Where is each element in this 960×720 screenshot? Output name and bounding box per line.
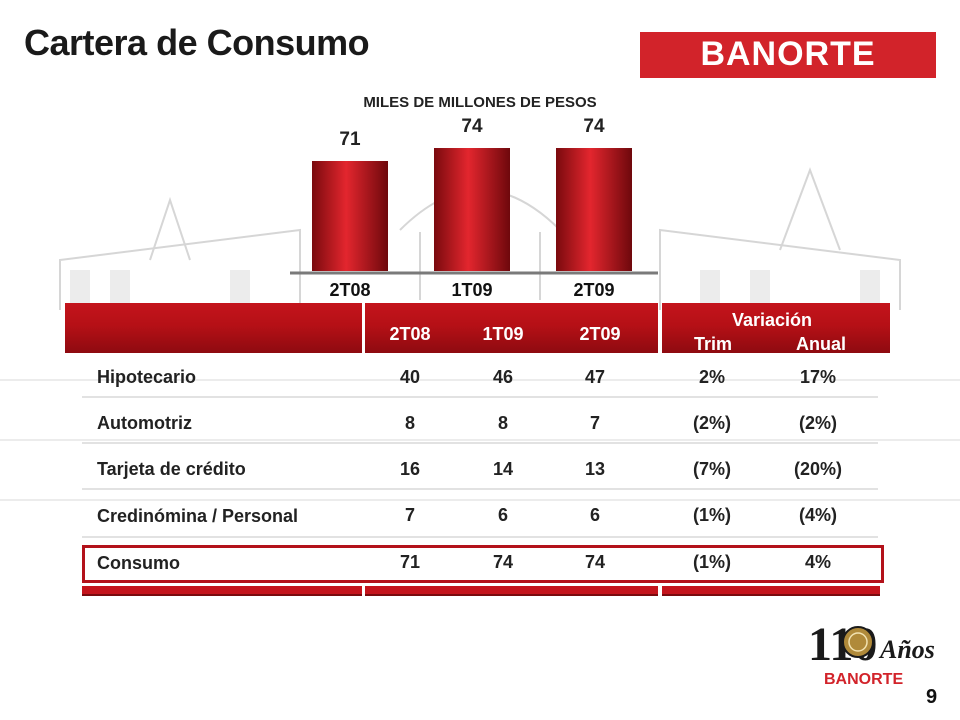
row-label-hipotecario: Hipotecario	[97, 367, 197, 387]
total-row-highlight	[82, 545, 884, 583]
badge-seal-icon	[842, 626, 874, 658]
bar-chart: MILES DE MILLONES DE PESOS 71 2T08 74 1T09 7…	[290, 90, 670, 310]
cell-anual: (2%)	[798, 413, 837, 433]
bar-category-label: 2T08	[329, 280, 371, 300]
cell-anual: 4%	[804, 552, 831, 572]
bar-category-label: 1T09	[451, 280, 493, 300]
cell-anual: (4%)	[798, 505, 837, 525]
cell: 47	[584, 367, 606, 387]
bar-category-label: 2T09	[573, 280, 615, 300]
header-anual: Anual	[795, 334, 846, 354]
row-label-automotriz: Automotriz	[97, 413, 192, 433]
cell: 74	[492, 552, 514, 572]
cell: 7	[589, 413, 600, 433]
cell: 71	[399, 552, 421, 572]
cell: 7	[404, 505, 415, 525]
cell-trim: (7%)	[692, 459, 731, 479]
row-label-consumo: Consumo	[97, 553, 180, 573]
row-separator	[82, 488, 878, 490]
cell: 74	[584, 552, 606, 572]
cell-anual: 17%	[799, 367, 837, 387]
row-separator	[82, 396, 878, 398]
header-trim: Trim	[693, 334, 732, 354]
cell: 6	[589, 505, 600, 525]
row-separator	[82, 536, 878, 538]
table-footer-bar-middle	[365, 586, 658, 596]
badge-word: Años	[878, 635, 935, 664]
banorte-logo: BANORTE	[640, 32, 936, 78]
cell-trim: (1%)	[692, 505, 731, 525]
slide-title: Cartera de Consumo	[24, 22, 370, 63]
table-header-left-bar	[65, 303, 362, 353]
row-label-tarjeta: Tarjeta de crédito	[97, 459, 246, 479]
bar-1T09	[434, 148, 510, 271]
anniversary-badge: 110 Años BANORTE	[808, 618, 935, 688]
cell: 40	[399, 367, 421, 387]
bar-chart-plot	[290, 148, 658, 275]
table-header-periods-bar	[365, 303, 658, 353]
cell: 16	[399, 459, 421, 479]
cell-trim: (1%)	[692, 552, 731, 572]
cell: 13	[584, 459, 606, 479]
header-variation: Variación	[731, 310, 813, 330]
cell: 46	[492, 367, 514, 387]
cell: 8	[497, 413, 508, 433]
cell-anual: (20%)	[793, 459, 842, 479]
chart-title: MILES DE MILLONES DE PESOS	[363, 94, 597, 111]
header-period-1: 2T08	[389, 324, 431, 344]
bar-value-label: 71	[339, 129, 361, 150]
table-header-variation-bar	[662, 303, 890, 353]
header-period-3: 2T09	[579, 324, 621, 344]
bar-value-label: 74	[583, 116, 605, 137]
cell: 14	[492, 459, 514, 479]
logo-wordmark: BANORTE	[700, 35, 876, 73]
bar-2T09	[556, 148, 632, 271]
bar-2T08	[312, 161, 388, 271]
bar-value-label: 74	[461, 116, 483, 137]
row-separator	[82, 442, 878, 444]
cell: 8	[404, 413, 415, 433]
badge-brand: BANORTE	[824, 671, 903, 688]
table-footer-bar-left	[82, 586, 362, 596]
table-footer-bar-right	[662, 586, 880, 596]
header-period-2: 1T09	[482, 324, 524, 344]
row-label-credinomina: Credinómina / Personal	[97, 506, 299, 526]
cell: 6	[497, 505, 508, 525]
cell-trim: 2%	[698, 367, 725, 387]
page-number: 9	[926, 686, 938, 708]
cell-trim: (2%)	[692, 413, 731, 433]
